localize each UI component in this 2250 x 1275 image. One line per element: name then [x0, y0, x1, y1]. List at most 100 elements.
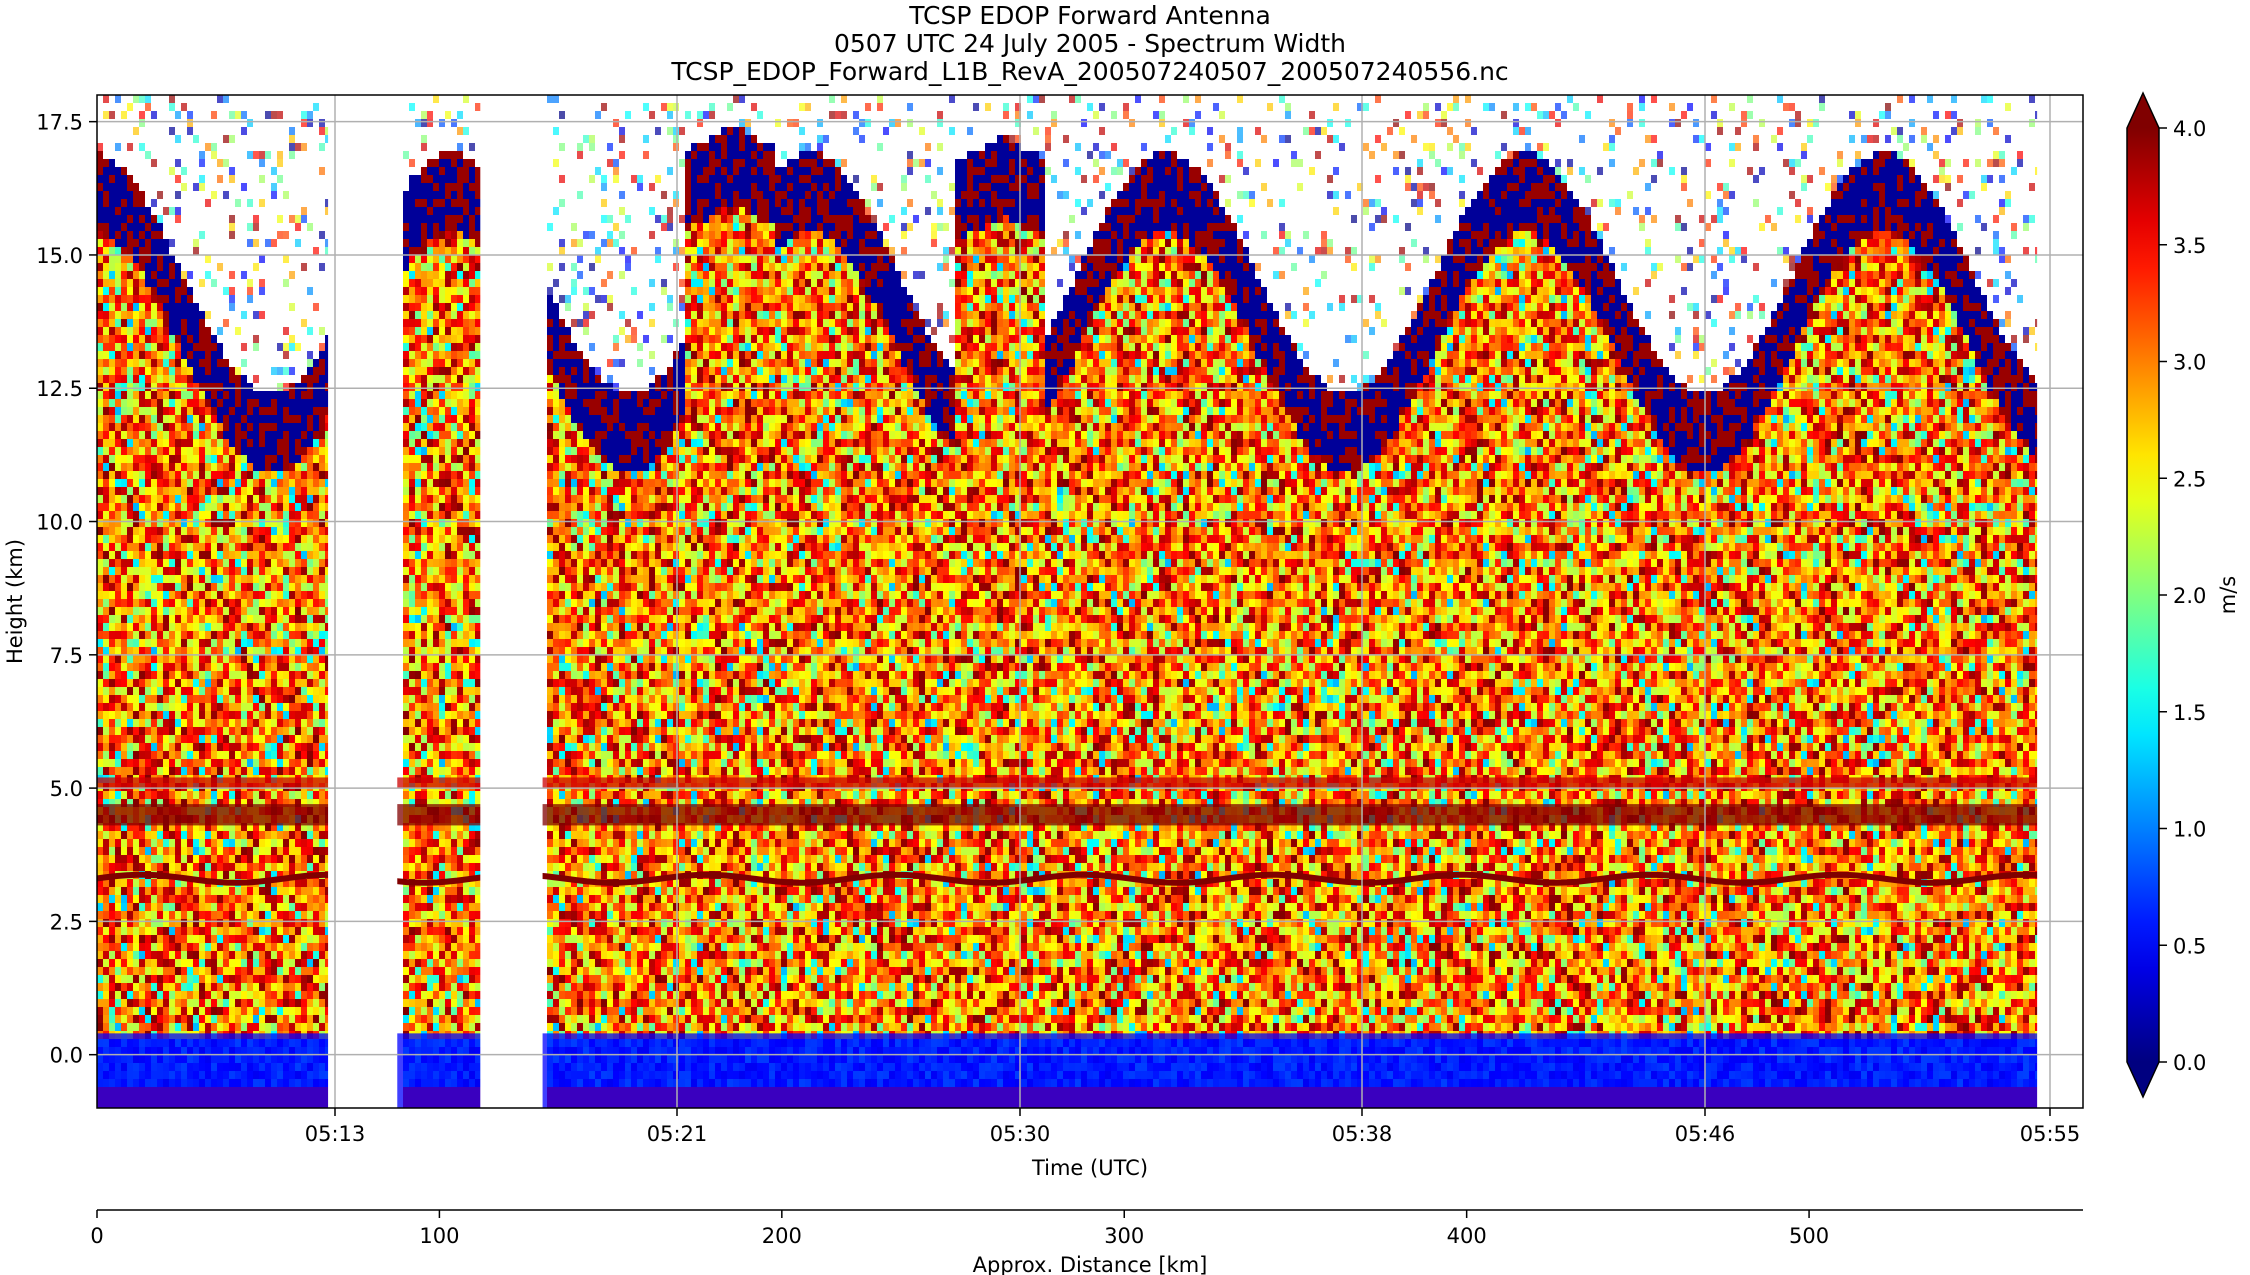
heatmap-cell	[313, 103, 319, 111]
heatmap-cell	[403, 311, 409, 319]
heatmap-cell	[247, 671, 253, 679]
heatmap-cell	[139, 655, 145, 663]
heatmap-cell	[409, 495, 415, 503]
heatmap-cell	[265, 919, 271, 927]
heatmap-cell	[139, 615, 145, 623]
heatmap-cell	[313, 647, 319, 655]
heatmap-cell	[115, 479, 121, 487]
heatmap-cell	[313, 599, 319, 607]
heatmap-cell	[289, 127, 295, 135]
heatmap-cell	[205, 767, 211, 775]
heatmap-cell	[205, 447, 211, 455]
heatmap-cell	[217, 567, 223, 575]
heatmap-cell	[181, 727, 187, 735]
heatmap-cell	[409, 335, 415, 343]
heatmap-cell	[403, 415, 409, 423]
heatmap-cell	[433, 575, 439, 583]
heatmap-cell	[421, 167, 427, 175]
heatmap-cell	[211, 343, 217, 351]
heatmap-cell	[289, 407, 295, 415]
heatmap-cell	[439, 191, 445, 199]
heatmap-cell	[295, 951, 301, 959]
heatmap-cell	[211, 591, 217, 599]
heatmap-cell	[241, 519, 247, 527]
heatmap-cell	[241, 919, 247, 927]
heatmap-cell	[145, 759, 151, 767]
heatmap-cell	[223, 759, 229, 767]
heatmap-cell	[241, 311, 247, 319]
heatmap-cell	[175, 687, 181, 695]
heatmap-cell	[403, 743, 409, 751]
heatmap-cell	[103, 111, 109, 119]
heatmap-cell	[439, 167, 445, 175]
heatmap-cell	[145, 431, 151, 439]
heatmap-cell	[175, 303, 181, 311]
heatmap-cell	[247, 511, 253, 519]
heatmap-cell	[121, 391, 127, 399]
heatmap-cell	[271, 503, 277, 511]
heatmap-cell	[103, 199, 109, 207]
heatmap-cell	[181, 927, 187, 935]
heatmap-cell	[145, 895, 151, 903]
heatmap-cell	[223, 831, 229, 839]
heatmap-cell	[169, 319, 175, 327]
heatmap-cell	[181, 351, 187, 359]
heatmap-cell	[175, 479, 181, 487]
heatmap-cell	[103, 935, 109, 943]
heatmap-cell	[421, 175, 427, 183]
heatmap-cell	[187, 127, 193, 135]
heatmap-cell	[229, 223, 235, 231]
heatmap-cell	[265, 911, 271, 919]
heatmap-cell	[181, 999, 187, 1007]
heatmap-cell	[259, 639, 265, 647]
heatmap-cell	[181, 647, 187, 655]
heatmap-cell	[97, 983, 103, 991]
heatmap-cell	[445, 151, 451, 159]
heatmap-cell	[103, 951, 109, 959]
heatmap-cell	[415, 183, 421, 191]
heatmap-cell	[409, 455, 415, 463]
heatmap-cell	[253, 935, 259, 943]
heatmap-cell	[211, 143, 217, 151]
heatmap-cell	[187, 703, 193, 711]
heatmap-cell	[175, 367, 181, 375]
heatmap-cell	[199, 959, 205, 967]
heatmap-cell	[109, 855, 115, 863]
heatmap-cell	[139, 991, 145, 999]
heatmap-cell	[199, 695, 205, 703]
heatmap-cell	[229, 863, 235, 871]
heatmap-cell	[187, 535, 193, 543]
heatmap-cell	[421, 671, 427, 679]
heatmap-cell	[427, 399, 433, 407]
heatmap-cell	[415, 655, 421, 663]
heatmap-cell	[103, 695, 109, 703]
heatmap-cell	[313, 399, 319, 407]
heatmap-cell	[283, 919, 289, 927]
heatmap-cell	[217, 543, 223, 551]
heatmap-cell	[313, 903, 319, 911]
heatmap-cell	[241, 943, 247, 951]
heatmap-cell	[139, 551, 145, 559]
heatmap-cell	[127, 951, 133, 959]
heatmap-cell	[289, 303, 295, 311]
heatmap-cell	[283, 327, 289, 335]
heatmap-cell	[145, 647, 151, 655]
heatmap-cell	[313, 623, 319, 631]
heatmap-cell	[211, 111, 217, 119]
heatmap-cell	[319, 903, 325, 911]
heatmap-cell	[421, 303, 427, 311]
heatmap-cell	[175, 383, 181, 391]
heatmap-cell	[421, 431, 427, 439]
heatmap-cell	[235, 831, 241, 839]
heatmap-cell	[163, 543, 169, 551]
heatmap-cell	[109, 575, 115, 583]
heatmap-cell	[163, 239, 169, 247]
heatmap-cell	[181, 671, 187, 679]
heatmap-cell	[295, 447, 301, 455]
heatmap-cell	[415, 871, 421, 879]
heatmap-cell	[265, 431, 271, 439]
heatmap-cell	[409, 471, 415, 479]
heatmap-cell	[229, 719, 235, 727]
heatmap-cell	[145, 1007, 151, 1015]
heatmap-cell	[289, 215, 295, 223]
